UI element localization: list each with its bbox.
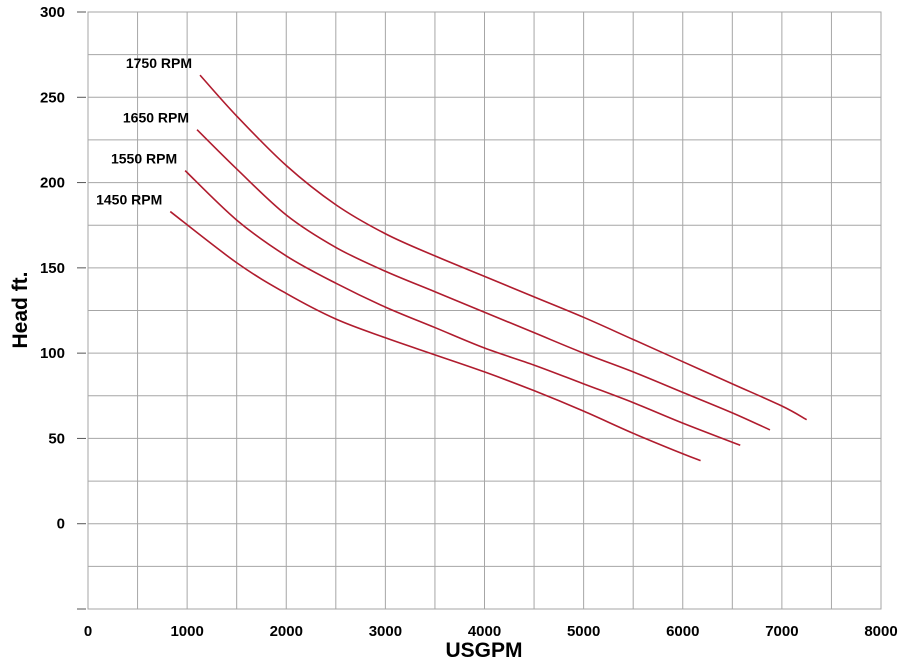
x-tick-label: 8000: [864, 623, 897, 640]
series-label-3: 1450 RPM: [96, 192, 162, 208]
series-label-2: 1550 RPM: [111, 151, 177, 167]
y-tick-label: 50: [48, 430, 65, 447]
y-tick-label: 100: [40, 345, 65, 362]
x-tick-label: 6000: [666, 623, 699, 640]
series-label-1: 1650 RPM: [123, 110, 189, 126]
x-axis-title: USGPM: [445, 639, 522, 662]
y-axis-tick-labels: 0 50 100 150 200 250 300: [40, 4, 65, 533]
series-label-0: 1750 RPM: [126, 55, 192, 71]
curve-series-1: [196, 129, 771, 431]
x-tick-label: 4000: [468, 623, 501, 640]
x-tick-label: 5000: [567, 623, 600, 640]
x-tick-label: 1000: [170, 623, 203, 640]
y-tick-label: 300: [40, 4, 65, 21]
y-tick-label: 200: [40, 175, 65, 192]
x-axis-tick-labels: 0 1000 2000 3000 4000 5000 6000 7000 8000: [84, 623, 898, 640]
x-tick-label: 3000: [369, 623, 402, 640]
axis-ticks: [77, 11, 86, 610]
plot-frame: [87, 11, 882, 610]
series-labels: 1750 RPM 1650 RPM 1550 RPM 1450 RPM: [96, 55, 192, 207]
performance-curves: [169, 74, 808, 462]
x-tick-label: 7000: [765, 623, 798, 640]
curve-series-2: [184, 170, 741, 446]
y-tick-label: 0: [57, 516, 65, 533]
curve-series-0: [199, 74, 808, 421]
x-tick-label: 2000: [270, 623, 303, 640]
grid: [88, 12, 881, 609]
y-tick-label: 150: [40, 260, 65, 277]
y-axis-title: Head ft.: [9, 271, 32, 348]
curve-series-3: [169, 210, 701, 462]
y-tick-label: 250: [40, 89, 65, 106]
x-tick-label: 0: [84, 623, 92, 640]
